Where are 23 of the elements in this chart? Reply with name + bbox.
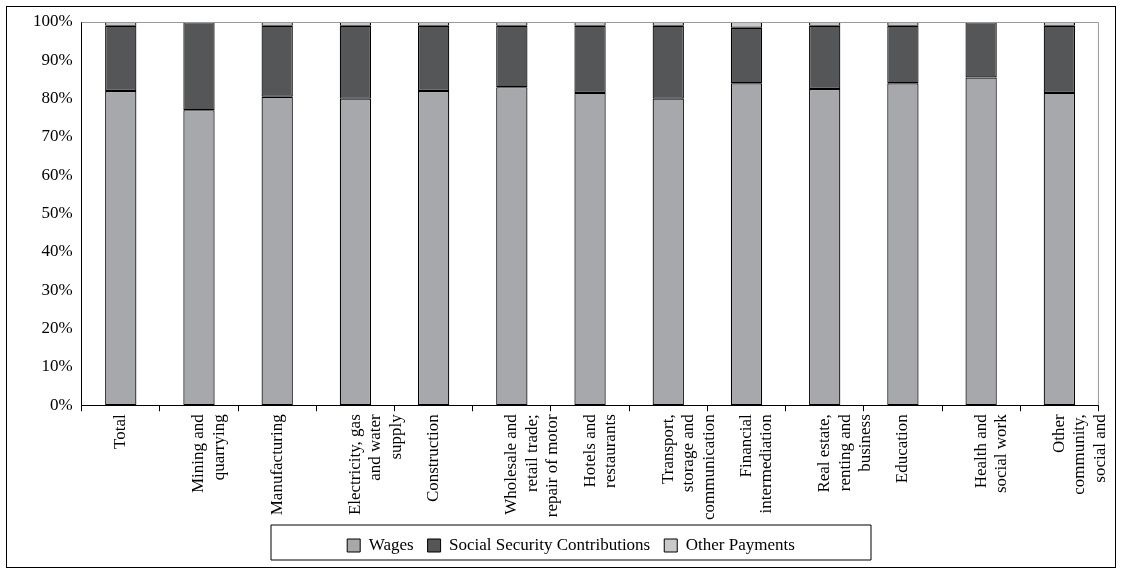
legend-label: Social Security Contributions [449, 534, 651, 554]
x-tick-label: Education [892, 413, 912, 484]
x-tick-label: Construction [423, 413, 443, 503]
y-tick-label: 10% [41, 356, 73, 376]
x-tick-label: Health and social work [970, 413, 1010, 494]
x-tick-label: Wholesale and retail trade; repair of motor [501, 413, 562, 518]
x-tick-label: Mining and quarrying [188, 413, 228, 494]
y-tick-label: 20% [41, 318, 73, 338]
x-tick-label: Real estate, renting and business [814, 413, 874, 493]
y-tick-label: 30% [41, 279, 73, 299]
y-tick-label: 40% [41, 241, 73, 261]
x-tick-label: Electricity, gas and water supply [344, 413, 405, 516]
legend-label: Wages [368, 534, 414, 554]
y-tick-label: 80% [41, 88, 73, 108]
y-tick-label: 60% [41, 164, 73, 184]
y-tick-label: 0% [49, 394, 73, 414]
y-tick-label: 70% [41, 126, 73, 146]
y-tick-label: 100% [32, 11, 73, 31]
x-tick-label: Manufacturing [266, 413, 286, 516]
y-tick-label: 50% [41, 203, 73, 223]
legend-label: Other Payments [685, 534, 795, 554]
x-tick-label: Total [110, 413, 130, 449]
y-tick-label: 90% [41, 49, 73, 69]
